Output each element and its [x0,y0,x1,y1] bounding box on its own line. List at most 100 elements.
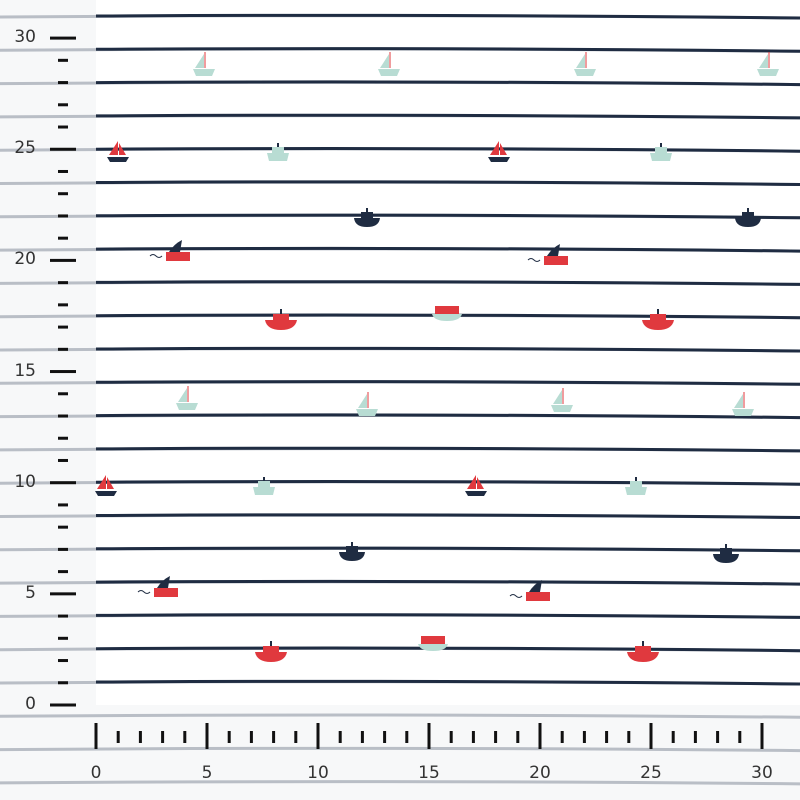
ruler-major-tick [50,36,76,40]
red-tug-boat-icon [627,641,659,662]
vertical-ruler-label: 10 [14,471,36,492]
stripe [95,47,800,53]
ruler-minor-tick [183,731,187,743]
ruler-major-tick [50,258,76,262]
ruler-minor-tick [58,414,68,418]
ruler-minor-tick [338,731,342,743]
ruler-minor-tick [138,731,142,743]
stripe [95,513,800,519]
faded-stripe [0,746,800,753]
red-tug-boat-icon [255,641,287,662]
ruler-minor-tick [582,731,586,743]
ruler-minor-tick [449,731,453,743]
ruler-major-tick [649,723,653,749]
ruler-minor-tick [58,525,68,529]
red-tug-boat-icon [265,309,297,330]
mint-tug-boat-icon [650,143,672,161]
ruler-minor-tick [58,547,68,551]
ruler-minor-tick [716,731,720,743]
shark-boat-icon [137,576,178,597]
ruler-minor-tick [58,325,68,329]
mint-tug-boat-icon [267,143,289,161]
ruler-minor-tick [58,503,68,507]
ruler-minor-tick [58,169,68,173]
stripe [95,147,800,153]
red-sail-boat-icon [107,141,129,162]
fabric-panel [96,0,800,705]
ferry-boat-icon [432,306,462,321]
ruler-major-tick [50,370,76,374]
ruler-minor-tick [471,731,475,743]
light-sail-boat-icon [378,52,400,76]
mint-tug-boat-icon [625,477,647,495]
stripe [95,246,800,253]
ruler-minor-tick [161,731,165,743]
ferry-boat-icon [418,636,448,651]
stripe [95,613,800,619]
red-sail-boat-icon [488,141,510,162]
ruler-minor-tick [272,731,276,743]
stripe [95,113,800,120]
horizontal-ruler-label: 15 [418,763,440,783]
ruler-minor-tick [516,731,520,743]
ruler-major-tick [50,592,76,596]
light-sail-boat-icon [732,392,754,416]
ruler-minor-tick [58,392,68,396]
navy-tug-boat-icon [354,208,380,227]
ruler-major-tick [205,723,209,749]
horizontal-ruler-label: 20 [529,763,551,783]
stripe [95,380,800,386]
faded-stripe [0,780,800,786]
ruler-minor-tick [294,731,298,743]
stripe [95,13,800,20]
vertical-ruler-label: 15 [14,360,36,381]
shark-boat-icon [509,580,550,601]
stripe [95,546,800,553]
stripe [95,646,800,653]
stripe [95,413,800,420]
ruler-major-tick [760,723,764,749]
light-sail-boat-icon [757,52,779,76]
horizontal-ruler-label: 25 [640,763,662,783]
ruler-major-tick [50,481,76,485]
mint-tug-boat-icon [253,477,275,495]
faded-stripe [0,713,800,719]
vertical-ruler-label: 20 [14,249,36,270]
ruler-major-tick [50,703,76,707]
ruler-minor-tick [58,436,68,440]
stripe [95,346,800,353]
ruler-minor-tick [58,347,68,351]
navy-tug-boat-icon [735,208,761,227]
light-sail-boat-icon [574,52,596,76]
light-sail-boat-icon [551,388,573,412]
navy-tug-boat-icon [339,542,365,561]
ruler-minor-tick [58,303,68,307]
light-sail-boat-icon [176,386,198,410]
horizontal-ruler-label: 0 [90,763,102,783]
ruler-minor-tick [560,731,564,743]
ruler-minor-tick [227,731,231,743]
navy-tug-boat-icon [713,544,739,563]
ruler-minor-tick [58,192,68,196]
ruler-minor-tick [405,731,409,743]
stripe [95,579,800,586]
vertical-ruler-label: 0 [25,694,36,714]
stripe [95,679,800,686]
ruler-minor-tick [58,659,68,663]
ruler-minor-tick [58,570,68,574]
ruler-minor-tick [58,636,68,640]
ruler-major-tick [50,147,76,151]
stripe [95,446,800,453]
ruler-minor-tick [58,103,68,107]
ruler-minor-tick [693,731,697,743]
ruler-major-tick [427,723,431,749]
ruler-minor-tick [58,81,68,85]
light-sail-boat-icon [193,52,215,76]
ruler-minor-tick [58,458,68,462]
horizontal-ruler-label: 5 [201,763,213,783]
ruler-major-tick [538,723,542,749]
red-sail-boat-icon [465,475,487,496]
ruler-minor-tick [383,731,387,743]
ruler-minor-tick [627,731,631,743]
